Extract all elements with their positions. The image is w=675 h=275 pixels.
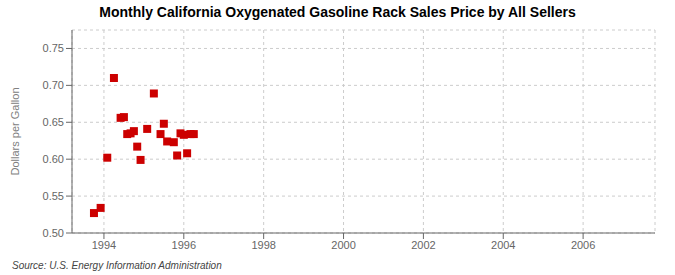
svg-text:0.60: 0.60 [43, 153, 64, 165]
svg-text:1998: 1998 [251, 239, 275, 251]
svg-text:Dollars per Gallon: Dollars per Gallon [9, 87, 21, 175]
svg-text:0.75: 0.75 [43, 42, 64, 54]
html-text:Source: U.S. Energy Informatio: Source: U.S. Energy Information Administ… [12, 260, 222, 271]
svg-text:2002: 2002 [411, 239, 435, 251]
svg-text:0.70: 0.70 [43, 79, 64, 91]
svg-text:1996: 1996 [172, 239, 196, 251]
svg-text:0.65: 0.65 [43, 116, 64, 128]
svg-text:2000: 2000 [331, 239, 355, 251]
svg-text:1994: 1994 [92, 239, 116, 251]
html-text:Monthly California Oxygenated: Monthly California Oxygenated Gasoline R… [99, 4, 576, 20]
svg-text:2006: 2006 [571, 239, 595, 251]
svg-text:2004: 2004 [491, 239, 515, 251]
svg-text:0.55: 0.55 [43, 190, 64, 202]
svg-text:0.50: 0.50 [43, 227, 64, 239]
